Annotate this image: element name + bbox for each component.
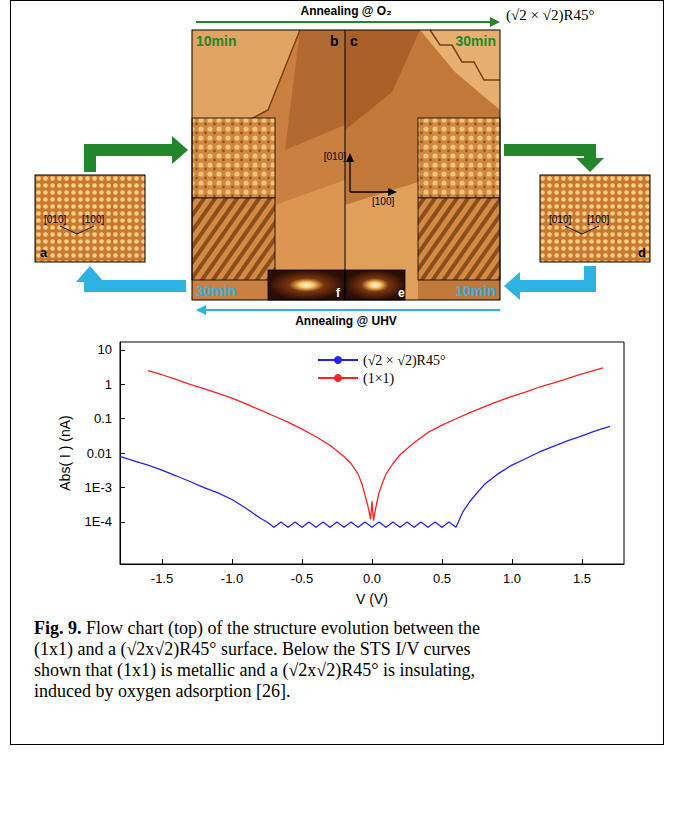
svg-text:[100]: [100] — [372, 196, 394, 207]
svg-text:0.1: 0.1 — [94, 411, 112, 426]
svg-text:b: b — [330, 33, 339, 49]
svg-text:0.5: 0.5 — [433, 571, 451, 586]
svg-text:e: e — [398, 286, 405, 300]
svg-text:1E-3: 1E-3 — [85, 480, 112, 495]
svg-text:d: d — [638, 245, 646, 260]
svg-text:[010]: [010] — [549, 214, 571, 225]
svg-text:-1.0: -1.0 — [221, 571, 243, 586]
svg-text:0.01: 0.01 — [87, 446, 112, 461]
svg-text:[010]: [010] — [44, 214, 66, 225]
svg-text:-0.5: -0.5 — [291, 571, 313, 586]
svg-text:[100]: [100] — [587, 214, 609, 225]
svg-text:10min: 10min — [456, 283, 496, 299]
svg-text:(√2 × √2)R45°: (√2 × √2)R45° — [506, 7, 594, 24]
svg-text:(√2 × √2)R45°: (√2 × √2)R45° — [363, 353, 446, 369]
svg-text:V (V): V (V) — [356, 591, 388, 607]
svg-text:30min: 30min — [456, 33, 496, 49]
svg-text:[010]: [010] — [324, 151, 346, 162]
svg-text:1E-4: 1E-4 — [85, 514, 112, 529]
svg-text:[100]: [100] — [82, 214, 104, 225]
svg-text:f: f — [336, 286, 341, 300]
svg-text:30min: 30min — [196, 283, 236, 299]
html-text:Fig. 9. Flow chart (top) of th: Fig. 9. Flow chart (top) of the structur… — [34, 618, 480, 701]
svg-text:10: 10 — [98, 342, 112, 357]
svg-text:1: 1 — [105, 377, 112, 392]
svg-text:Annealing @ O₂: Annealing @ O₂ — [300, 4, 391, 18]
svg-text:-1.5: -1.5 — [151, 571, 173, 586]
svg-text:0.0: 0.0 — [363, 571, 381, 586]
svg-text:1.5: 1.5 — [573, 571, 591, 586]
svg-text:a: a — [40, 245, 48, 260]
svg-text:10min: 10min — [196, 33, 236, 49]
svg-text:(1×1): (1×1) — [363, 371, 395, 387]
svg-text:c: c — [350, 33, 358, 49]
svg-text:Annealing @ UHV: Annealing @ UHV — [295, 314, 397, 328]
svg-text:Abs( I ) (nA): Abs( I ) (nA) — [57, 415, 73, 490]
svg-text:1.0: 1.0 — [503, 571, 521, 586]
